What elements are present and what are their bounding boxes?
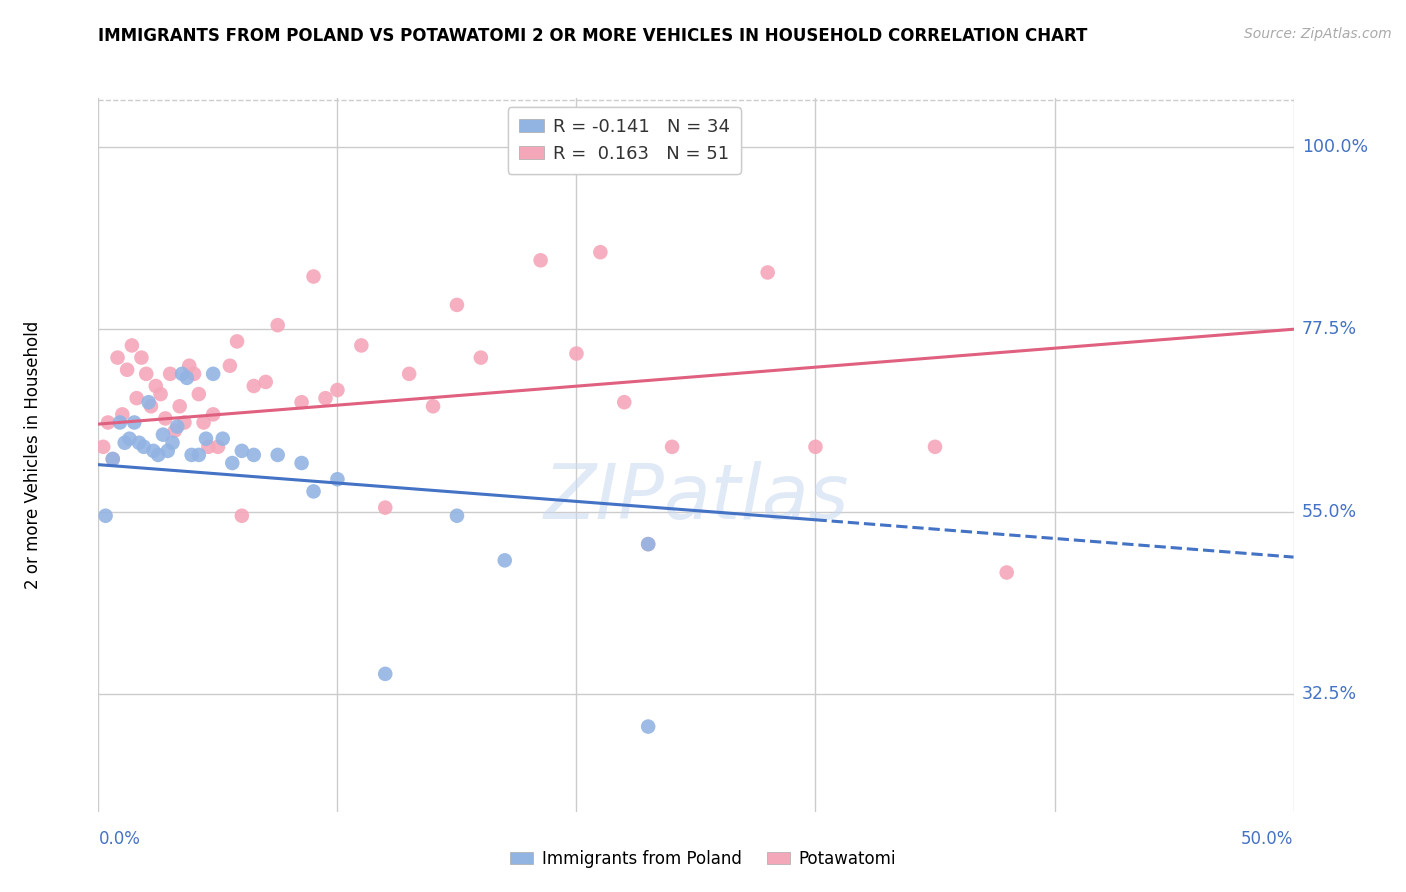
Point bbox=[422, 399, 444, 413]
Point bbox=[176, 371, 198, 385]
Point bbox=[162, 435, 184, 450]
Point bbox=[180, 448, 202, 462]
Point bbox=[155, 411, 177, 425]
Point bbox=[231, 443, 253, 458]
Text: ZIPatlas: ZIPatlas bbox=[543, 461, 849, 534]
Point bbox=[172, 367, 194, 381]
Point bbox=[613, 395, 636, 409]
Point bbox=[114, 435, 136, 450]
Point bbox=[211, 432, 233, 446]
Point bbox=[804, 440, 827, 454]
Point bbox=[152, 427, 174, 442]
Text: 50.0%: 50.0% bbox=[1241, 830, 1294, 847]
Point bbox=[132, 440, 155, 454]
Point bbox=[756, 265, 779, 279]
Text: 2 or more Vehicles in Household: 2 or more Vehicles in Household bbox=[24, 321, 42, 589]
Point bbox=[350, 338, 373, 352]
Point bbox=[565, 346, 588, 360]
Point bbox=[193, 416, 215, 430]
Point bbox=[187, 387, 209, 401]
Point bbox=[398, 367, 420, 381]
Point bbox=[374, 666, 396, 681]
Point bbox=[166, 419, 188, 434]
Point bbox=[494, 553, 516, 567]
Point bbox=[226, 334, 249, 349]
Point bbox=[470, 351, 492, 365]
Point bbox=[97, 416, 120, 430]
Point bbox=[121, 338, 143, 352]
Point bbox=[107, 351, 129, 365]
Point bbox=[135, 367, 157, 381]
Point bbox=[243, 379, 266, 393]
Point bbox=[202, 408, 225, 422]
Point bbox=[243, 448, 266, 462]
Point bbox=[267, 318, 290, 333]
Point bbox=[529, 253, 551, 268]
Point bbox=[108, 416, 131, 430]
Point bbox=[302, 484, 325, 499]
Point bbox=[221, 456, 243, 470]
Text: Source: ZipAtlas.com: Source: ZipAtlas.com bbox=[1244, 27, 1392, 41]
Point bbox=[326, 383, 349, 397]
Point bbox=[207, 440, 229, 454]
Point bbox=[125, 391, 148, 405]
Point bbox=[219, 359, 242, 373]
Point bbox=[194, 432, 217, 446]
Legend: Immigrants from Poland, Potawatomi: Immigrants from Poland, Potawatomi bbox=[503, 844, 903, 875]
Point bbox=[267, 448, 290, 462]
Point bbox=[101, 452, 124, 467]
Point bbox=[202, 367, 225, 381]
Text: 55.0%: 55.0% bbox=[1302, 503, 1357, 521]
Point bbox=[131, 351, 153, 365]
Point bbox=[290, 395, 312, 409]
Legend: R = -0.141   N = 34, R =  0.163   N = 51: R = -0.141 N = 34, R = 0.163 N = 51 bbox=[508, 107, 741, 174]
Point bbox=[661, 440, 683, 454]
Point bbox=[94, 508, 117, 523]
Text: 0.0%: 0.0% bbox=[98, 830, 141, 847]
Point bbox=[163, 424, 186, 438]
Point bbox=[924, 440, 946, 454]
Point bbox=[290, 456, 312, 470]
Point bbox=[179, 359, 201, 373]
Point bbox=[173, 416, 195, 430]
Point bbox=[159, 367, 181, 381]
Point bbox=[187, 448, 209, 462]
Point bbox=[169, 399, 191, 413]
Text: IMMIGRANTS FROM POLAND VS POTAWATOMI 2 OR MORE VEHICLES IN HOUSEHOLD CORRELATION: IMMIGRANTS FROM POLAND VS POTAWATOMI 2 O… bbox=[98, 27, 1088, 45]
Point bbox=[637, 537, 659, 551]
Point bbox=[197, 440, 219, 454]
Point bbox=[156, 443, 179, 458]
Point bbox=[302, 269, 325, 284]
Point bbox=[138, 395, 160, 409]
Point bbox=[637, 720, 659, 734]
Point bbox=[183, 367, 205, 381]
Point bbox=[111, 408, 134, 422]
Point bbox=[326, 472, 349, 486]
Point bbox=[374, 500, 396, 515]
Point bbox=[315, 391, 337, 405]
Point bbox=[91, 440, 114, 454]
Point bbox=[101, 452, 124, 467]
Point bbox=[231, 508, 253, 523]
Point bbox=[446, 298, 468, 312]
Point bbox=[995, 566, 1018, 580]
Point bbox=[124, 416, 146, 430]
Point bbox=[139, 399, 162, 413]
Text: 100.0%: 100.0% bbox=[1302, 137, 1368, 156]
Point bbox=[118, 432, 141, 446]
Point bbox=[254, 375, 277, 389]
Point bbox=[142, 443, 165, 458]
Text: 32.5%: 32.5% bbox=[1302, 685, 1357, 703]
Text: 77.5%: 77.5% bbox=[1302, 320, 1357, 338]
Point bbox=[115, 363, 138, 377]
Point bbox=[637, 537, 659, 551]
Point bbox=[148, 448, 170, 462]
Point bbox=[149, 387, 172, 401]
Point bbox=[589, 245, 612, 260]
Point bbox=[145, 379, 167, 393]
Point bbox=[446, 508, 468, 523]
Point bbox=[128, 435, 150, 450]
